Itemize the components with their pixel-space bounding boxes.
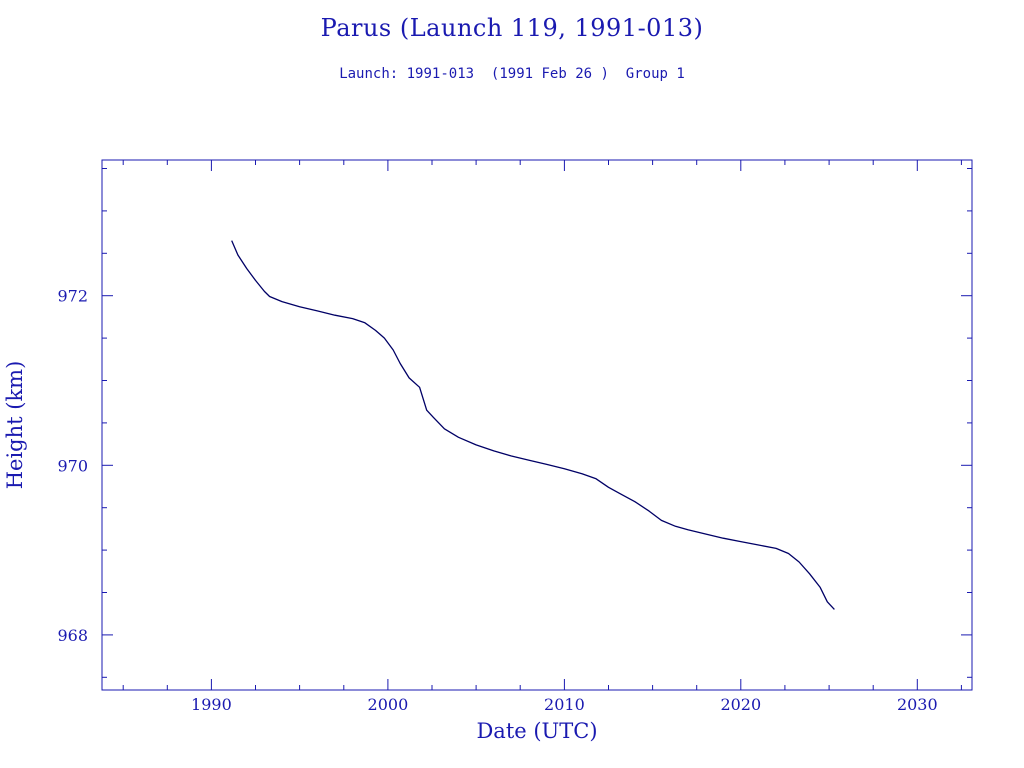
tick-labels: 1990 2000 2010 2020 2030 968 970 972 — [57, 287, 937, 714]
y-tick-label: 968 — [57, 626, 88, 645]
chart-title: Parus (Launch 119, 1991-013) — [320, 14, 704, 42]
x-tick-label: 1990 — [191, 695, 232, 714]
x-axis-label: Date (UTC) — [476, 719, 597, 743]
height-series-line — [231, 240, 835, 610]
series-layer — [231, 240, 835, 610]
x-tick-label: 2010 — [544, 695, 585, 714]
x-tick-label: 2000 — [368, 695, 409, 714]
x-tick-label: 2020 — [720, 695, 761, 714]
chart-subtitle: Launch: 1991-013 (1991 Feb 26 ) Group 1 — [339, 66, 685, 82]
y-tick-label: 970 — [57, 456, 88, 475]
plot-frame — [101, 159, 973, 691]
y-tick-label: 972 — [57, 287, 88, 306]
y-axis-label: Height (km) — [3, 361, 27, 490]
axis-ticks — [102, 160, 972, 690]
x-tick-label: 2030 — [897, 695, 938, 714]
